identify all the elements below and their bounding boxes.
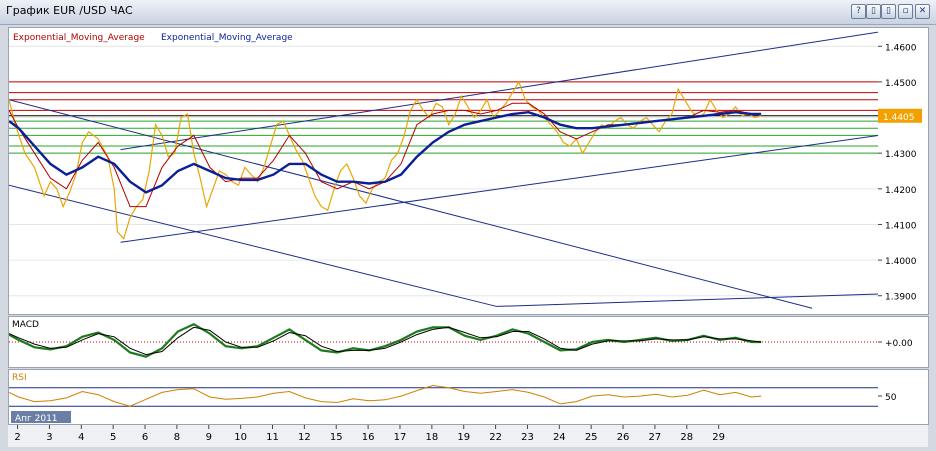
price-axis: 1.39001.40001.41001.42001.43001.44001.45… [878, 27, 929, 315]
x-axis-labels: 2 3 4 5 6 8 9 10 11 12 15 16 17 18 19 22 23 24 25 26 27 28 29 [14, 425, 725, 443]
trend-line-4 [496, 293, 880, 307]
rsi-title: RSI [12, 373, 27, 383]
x-tick-label-20: 27 [649, 432, 662, 443]
x-tick-label-19: 26 [617, 432, 630, 443]
series-price [8, 80, 762, 240]
x-tick-label-7: 10 [234, 432, 247, 443]
price-tick-label-6: 1.4500 [885, 79, 917, 89]
rsi-axis: 50 [878, 369, 929, 425]
x-axis: 2 3 4 5 6 8 9 10 11 12 15 16 17 18 19 22 23 24 25 26 27 28 29 [8, 424, 928, 447]
trend-lines [8, 31, 880, 309]
window-titlebar: График EUR /USD ЧАС ? ▯ ▯ ▫ ✕ [0, 0, 936, 25]
x-tick-label-6: 9 [206, 432, 212, 443]
x-tick-label-4: 6 [142, 432, 148, 443]
x-tick-label-15: 22 [489, 432, 502, 443]
help-button[interactable]: ? [851, 4, 866, 19]
x-tick-label-5: 8 [174, 432, 180, 443]
macd-title: MACD [12, 320, 39, 330]
macd-tick-zero: +0.00 [885, 339, 913, 349]
trend-line-1 [8, 184, 497, 307]
macd-signal-line [8, 326, 762, 356]
last-price-label: 1.4405 [883, 113, 915, 123]
macd-macd-line [8, 322, 762, 358]
x-tick-label-11: 16 [362, 432, 375, 443]
price-tick-label-1: 1.4000 [885, 257, 917, 267]
tile-right-button[interactable]: ▯ [881, 4, 896, 19]
price-tick-label-7: 1.4600 [885, 43, 917, 53]
rsi-tick-50: 50 [885, 393, 897, 403]
macd-chart: MACD [8, 320, 879, 358]
window-title: График EUR /USD ЧАС [6, 4, 133, 17]
month-label-bg [11, 411, 71, 423]
x-tick-label-18: 25 [585, 432, 598, 443]
price-series-group [8, 80, 762, 240]
legend-ema-fast: Exponential_Moving_Average [13, 33, 145, 43]
x-tick-label-1: 3 [46, 432, 52, 443]
trend-line-0 [8, 99, 813, 309]
macd-series-group [8, 322, 879, 358]
x-tick-label-21: 28 [680, 432, 693, 443]
x-tick-label-2: 4 [78, 432, 84, 443]
close-button[interactable]: ✕ [915, 4, 930, 19]
price-tick-label-3: 1.4200 [885, 186, 917, 196]
price-tick-label-2: 1.4100 [885, 221, 917, 231]
trend-line-3 [120, 31, 880, 151]
rsi-chart: RSI Апг 2011 [8, 373, 879, 424]
x-tick-label-12: 17 [394, 432, 407, 443]
maximize-button[interactable]: ▫ [898, 4, 913, 19]
price-panel: Exponential_Moving_Average Exponential_M… [8, 27, 880, 315]
support-resistance-lines [9, 81, 879, 154]
x-tick-label-8: 11 [266, 432, 279, 443]
x-tick-label-16: 23 [521, 432, 534, 443]
x-tick-label-10: 15 [330, 432, 343, 443]
x-tick-label-17: 24 [553, 432, 566, 443]
price-axis-labels: 1.39001.40001.41001.42001.43001.44001.45… [878, 43, 922, 303]
macd-axis: +0.00 [878, 316, 929, 368]
price-tick-label-0: 1.3900 [885, 293, 917, 303]
x-tick-label-9: 12 [298, 432, 311, 443]
price-grid [9, 45, 879, 297]
tile-left-button[interactable]: ▯ [866, 4, 881, 19]
trend-line-2 [120, 134, 880, 243]
series-ema-slow [8, 110, 762, 194]
price-chart: Exponential_Moving_Average Exponential_M… [8, 31, 880, 309]
macd-panel: MACD [8, 316, 880, 368]
x-tick-label-0: 2 [14, 432, 20, 443]
legend-ema-slow: Exponential_Moving_Average [161, 33, 293, 43]
month-label: Апг 2011 [15, 414, 58, 424]
rsi-series-group [8, 384, 879, 407]
rsi-panel: RSI Апг 2011 [8, 369, 880, 425]
x-tick-label-22: 29 [712, 432, 725, 443]
x-tick-label-3: 5 [110, 432, 116, 443]
x-tick-label-14: 19 [457, 432, 470, 443]
rsi-line [8, 384, 762, 407]
price-tick-label-4: 1.4300 [885, 150, 917, 160]
x-tick-label-13: 18 [425, 432, 438, 443]
last-price-tag [878, 108, 922, 123]
